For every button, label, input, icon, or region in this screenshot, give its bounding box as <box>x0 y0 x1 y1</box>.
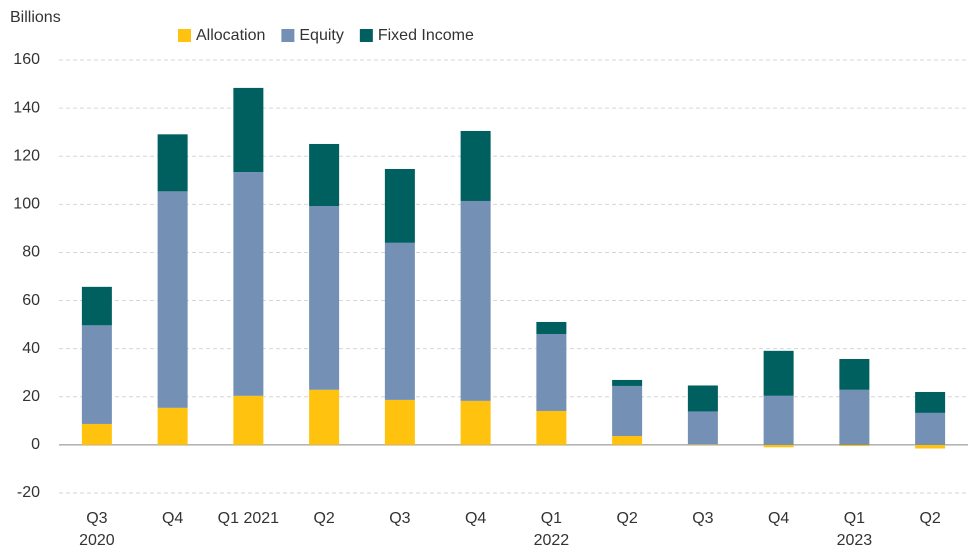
x-tick-label: Q3 2020 <box>79 510 115 549</box>
x-tick-label: Q1 2023 <box>836 510 873 549</box>
x-tick-label: Q1 2022 <box>533 510 570 549</box>
bar-segment <box>612 379 643 386</box>
x-tick-label: Q2 <box>313 510 335 527</box>
y-tick-label: 160 <box>13 51 40 68</box>
x-tick-label: Q3 <box>389 510 411 527</box>
bar-segment <box>384 168 415 243</box>
x-tick-label: Q2 <box>616 510 638 527</box>
bar-segment <box>687 385 718 412</box>
legend-label: Equity <box>299 27 343 44</box>
bar-segment <box>915 444 946 449</box>
legend-swatch <box>359 29 373 42</box>
bar-segment <box>915 391 946 413</box>
bar-segment <box>157 407 188 445</box>
legend-swatch <box>178 29 191 42</box>
bar-segment <box>612 435 643 445</box>
bar-segment <box>309 143 340 207</box>
x-tick-label: Q4 <box>464 510 487 527</box>
bar-segment <box>763 395 794 445</box>
bar-segment <box>81 325 112 424</box>
legend-label: Fixed Income <box>378 27 474 44</box>
bar-segment <box>612 385 643 436</box>
bar-segment <box>81 286 112 326</box>
bar-segment <box>233 87 264 173</box>
x-tick-label: Q2 <box>919 510 941 527</box>
y-tick-label: 80 <box>22 244 40 261</box>
y-tick-label: 140 <box>13 99 40 116</box>
bar-segment <box>687 411 718 445</box>
bar-segment <box>915 412 946 445</box>
bar-segment <box>763 444 794 448</box>
bar-segment <box>157 191 188 408</box>
bar-segment <box>233 172 264 396</box>
y-tick-label: 100 <box>13 196 40 213</box>
legend-label: Allocation <box>196 27 265 44</box>
legend-swatch <box>281 29 295 42</box>
bar-segment <box>763 350 794 396</box>
bar-segment <box>460 130 491 201</box>
x-tick-label: Q4 <box>161 510 184 527</box>
x-tick-label: Q1 2021 <box>217 510 280 527</box>
bar-segment <box>309 206 340 390</box>
bar-segment <box>81 423 112 445</box>
bar-segment <box>460 200 491 401</box>
y-tick-label: -20 <box>17 484 40 501</box>
bar-segment <box>839 359 870 390</box>
y-tick-label: 20 <box>22 388 40 405</box>
bar-segment <box>536 333 567 411</box>
bar-segment <box>536 321 567 334</box>
x-tick-label: Q4 <box>767 510 790 527</box>
bar-segment <box>157 134 188 192</box>
x-tick-label: Q3 <box>692 510 714 527</box>
y-tick-label: 0 <box>31 436 40 453</box>
y-tick-label: 40 <box>22 340 40 357</box>
bar-segment <box>460 400 491 445</box>
bar-segment <box>384 242 415 400</box>
bar-segment <box>384 399 415 445</box>
bar-segment <box>536 410 567 445</box>
bar-segment <box>233 395 264 445</box>
bar-segment <box>839 389 870 445</box>
y-tick-label: 60 <box>22 292 40 309</box>
bar-segment <box>839 444 870 447</box>
bar-segment <box>309 389 340 445</box>
y-tick-label: 120 <box>13 147 40 164</box>
y-axis-label: Billions <box>10 9 61 26</box>
